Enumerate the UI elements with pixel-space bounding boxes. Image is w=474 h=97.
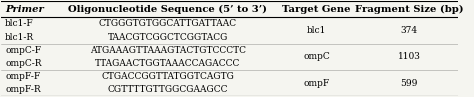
Text: TAACGTCGGCTCGGTACG: TAACGTCGGCTCGGTACG [108, 33, 228, 42]
Text: ompF: ompF [303, 79, 330, 88]
Text: ompC-R: ompC-R [5, 59, 42, 68]
Text: CTGACCGGTTATGGTCAGTG: CTGACCGGTTATGGTCAGTG [101, 72, 234, 81]
Text: blc1-R: blc1-R [5, 33, 35, 42]
Text: blc1-F: blc1-F [5, 19, 34, 29]
Text: CTGGGTGTGGCATTGATTAAC: CTGGGTGTGGCATTGATTAAC [99, 19, 237, 29]
Text: 374: 374 [401, 26, 418, 35]
Text: 1103: 1103 [398, 52, 421, 61]
Text: ompC-F: ompC-F [5, 46, 41, 55]
Text: ompF-R: ompF-R [5, 85, 41, 94]
Text: TTAGAACTGGTAAACCAGACCC: TTAGAACTGGTAAACCAGACCC [95, 59, 240, 68]
Text: Target Gene: Target Gene [283, 5, 351, 14]
Text: Oligonucleotide Sequence (5’ to 3’): Oligonucleotide Sequence (5’ to 3’) [68, 4, 267, 14]
Text: CGTTTTGTTGGCGAAGCC: CGTTTTGTTGGCGAAGCC [108, 85, 228, 94]
Text: Primer: Primer [5, 5, 44, 14]
Text: blc1: blc1 [307, 26, 326, 35]
Text: ompF-F: ompF-F [5, 72, 40, 81]
Text: Fragment Size (bp): Fragment Size (bp) [355, 4, 464, 14]
Text: ompC: ompC [303, 52, 330, 61]
Text: ATGAAAGTTAAAGTACTGTCCCTC: ATGAAAGTTAAAGTACTGTCCCTC [90, 46, 246, 55]
Text: 599: 599 [401, 79, 418, 88]
